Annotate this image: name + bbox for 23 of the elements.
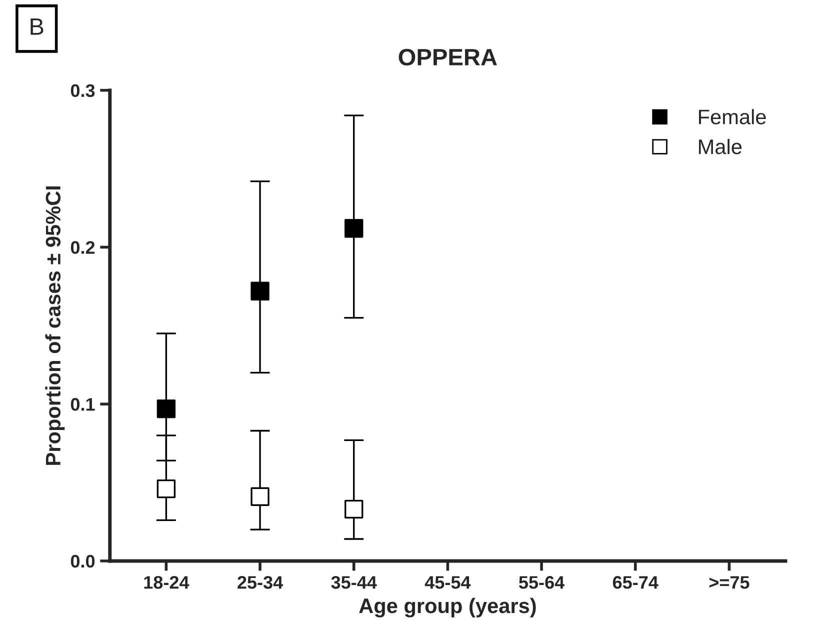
x-axis-title: Age group (years) bbox=[359, 598, 536, 618]
x-tick-label: 65-74 bbox=[612, 576, 658, 589]
point bbox=[156, 479, 176, 498]
x-tick-label: 45-54 bbox=[424, 576, 471, 589]
x-tick-label: >=75 bbox=[709, 576, 750, 589]
point bbox=[156, 399, 176, 418]
y-axis-title: Proportion of cases ± 95%CI bbox=[45, 186, 65, 465]
x-tick-label: 25-34 bbox=[238, 576, 284, 589]
y-tick-label: 0.1 bbox=[70, 398, 95, 411]
x-tick-label: 55-64 bbox=[519, 576, 565, 589]
legend-label: Male bbox=[699, 138, 742, 154]
x-tick-label: 35-44 bbox=[331, 576, 377, 589]
chart-title: OPPERA bbox=[398, 48, 497, 66]
point bbox=[250, 487, 270, 506]
text: B bbox=[30, 18, 44, 35]
x-tick-label: 18-24 bbox=[144, 576, 190, 589]
legend-label: Female bbox=[699, 109, 766, 124]
y-tick-label: 0.0 bbox=[70, 554, 95, 568]
y-tick-label: 0.2 bbox=[70, 241, 95, 254]
point bbox=[344, 500, 364, 519]
y-tick-label: 0.3 bbox=[70, 84, 95, 98]
point bbox=[344, 219, 364, 238]
point bbox=[250, 282, 270, 300]
